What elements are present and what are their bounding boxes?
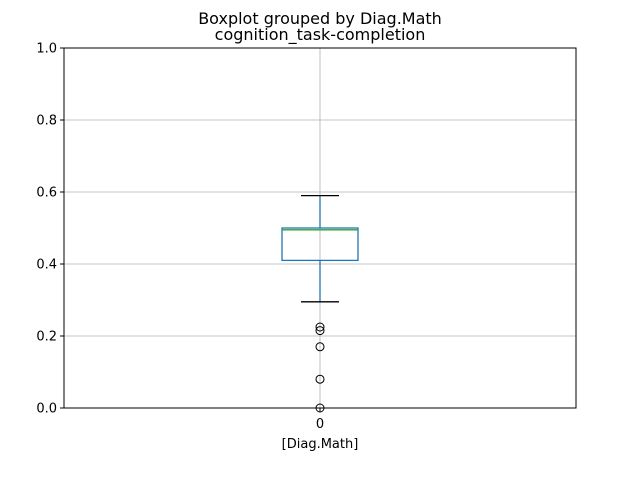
chart-subtitle: cognition_task-completion xyxy=(215,25,426,45)
outlier-point xyxy=(315,322,325,332)
y-tick-label: 0.0 xyxy=(36,402,57,417)
outlier-point xyxy=(315,326,325,336)
outlier-point xyxy=(315,374,325,384)
x-axis-label: [Diag.Math] xyxy=(282,437,359,452)
y-tick-label: 0.2 xyxy=(36,330,57,345)
y-tick-label: 0.4 xyxy=(36,258,57,273)
chart-title: Boxplot grouped by Diag.Math xyxy=(198,9,442,28)
x-axis: 0 xyxy=(316,408,324,432)
y-tick-label: 1.0 xyxy=(36,42,57,57)
y-axis: 0.0 0.2 0.4 0.6 0.8 1.0 xyxy=(36,42,64,417)
iqr-box xyxy=(281,227,359,262)
y-tick-label: 0.6 xyxy=(36,186,57,201)
x-tick-label: 0 xyxy=(316,417,324,432)
y-tick-label: 0.8 xyxy=(36,114,57,129)
outlier-point xyxy=(315,342,325,352)
